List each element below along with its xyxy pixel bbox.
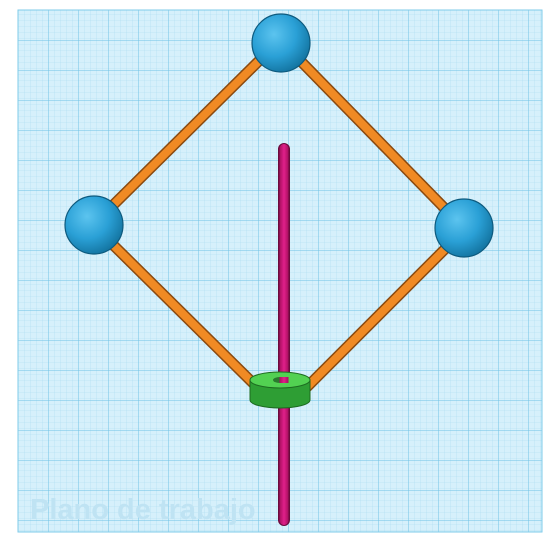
sphere-right[interactable]: [434, 198, 494, 258]
sphere-top[interactable]: [251, 13, 311, 73]
vertical-rod[interactable]: [278, 143, 290, 526]
strut-group[interactable]: [90, 38, 468, 398]
sphere-left[interactable]: [64, 195, 124, 255]
